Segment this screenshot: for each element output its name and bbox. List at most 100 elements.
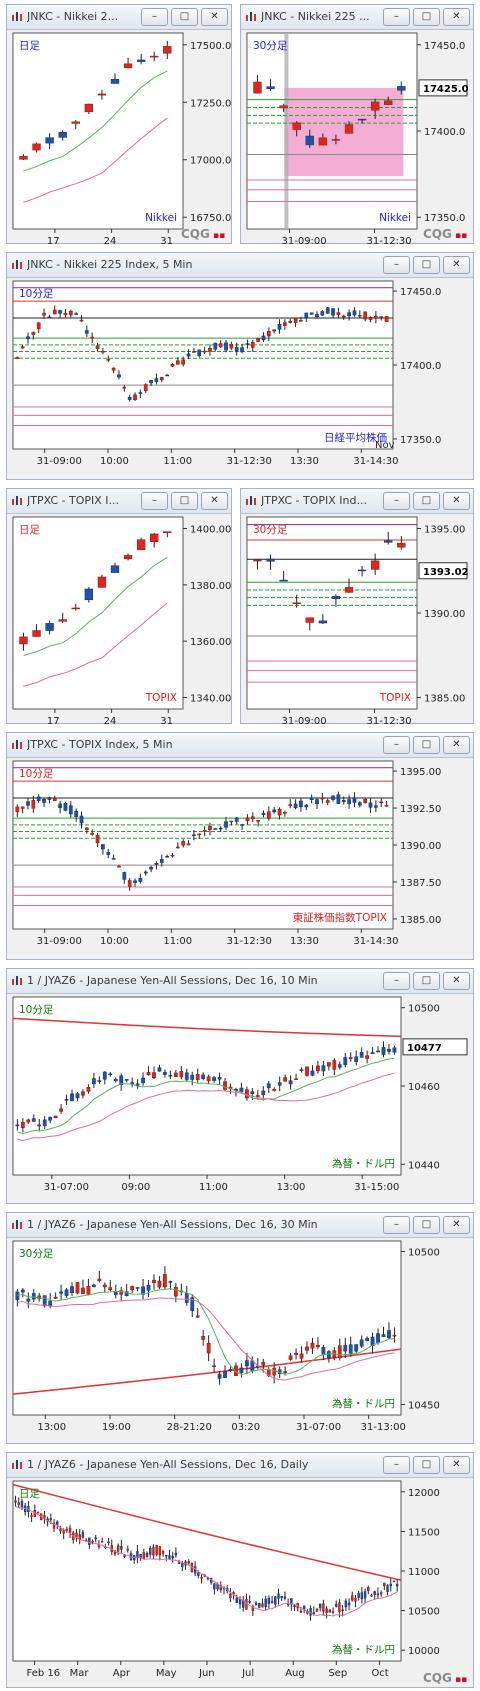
candle xyxy=(158,1546,162,1561)
chart-area[interactable]: 10500 10460 10440 10477 31-07:00 09:00 11:00 13… xyxy=(7,994,473,1204)
candle xyxy=(181,839,186,848)
candle xyxy=(107,1537,110,1546)
close-button[interactable]: ✕ xyxy=(443,972,470,990)
chart-window-w4[interactable]: JTPXC - TOPIX I... – □ ✕ 1400.00 1380.00 1360.… xyxy=(6,488,232,724)
candle xyxy=(267,1595,271,1609)
chart-window-w3[interactable]: JNKC - Nikkei 225 Index, 5 Min – □ ✕ 17450.0… xyxy=(6,252,474,480)
minimize-button[interactable]: – xyxy=(383,492,410,510)
chart-window-w1[interactable]: JNKC - Nikkei 2... – □ ✕ 17500.0 17250.0 17000… xyxy=(6,4,232,244)
candle xyxy=(218,340,223,349)
candle xyxy=(14,1495,17,1507)
candle xyxy=(142,1548,146,1560)
chart-window-w6[interactable]: JTPXC - TOPIX Index, 5 Min – □ ✕ 1395.00 1392… xyxy=(6,732,474,960)
title-bar[interactable]: JTPXC - TOPIX I... – □ ✕ xyxy=(7,489,231,514)
title-bar[interactable]: JNKC - Nikkei 225 Index, 5 Min – □ ✕ xyxy=(7,253,473,278)
chart-window-w7[interactable]: 1 / JYAZ6 - Japanese Yen-All Sessions, D… xyxy=(6,968,474,1204)
candle xyxy=(266,79,275,91)
candle xyxy=(123,57,133,69)
candle xyxy=(59,1104,63,1114)
restore-button[interactable]: □ xyxy=(413,492,440,510)
candle xyxy=(365,1050,370,1064)
chart-area[interactable]: 1395.00 1392.50 1390.00 1387.50 1385.00 31-09… xyxy=(7,758,473,960)
title-bar[interactable]: 1 / JYAZ6 - Japanese Yen-All Sessions, D… xyxy=(7,1453,473,1478)
close-button[interactable]: ✕ xyxy=(443,736,470,754)
chart-window-w5[interactable]: JTPXC - TOPIX Ind... – □ ✕ 1395.00 1390.00 138… xyxy=(240,488,474,724)
candle xyxy=(36,1511,40,1514)
title-bar[interactable]: 1 / JYAZ6 - Japanese Yen-All Sessions, D… xyxy=(7,969,473,994)
x-tick-label: 31-09:00 xyxy=(282,716,327,724)
close-button[interactable]: ✕ xyxy=(443,492,470,510)
candle xyxy=(138,389,143,399)
title-bar[interactable]: JNKC - Nikkei 225 ... – □ ✕ xyxy=(241,5,473,30)
restore-button[interactable]: □ xyxy=(413,8,440,26)
candle xyxy=(336,791,341,804)
restore-button[interactable]: □ xyxy=(171,492,198,510)
restore-button[interactable]: □ xyxy=(171,8,198,26)
x-tick-label: 11:00 xyxy=(163,936,192,947)
close-button[interactable]: ✕ xyxy=(443,256,470,274)
candle xyxy=(19,632,28,651)
chart-area[interactable]: 12000 11500 11000 10500 10000 Feb 16 Mar Apr May… xyxy=(7,1478,473,1688)
close-button[interactable]: ✕ xyxy=(201,492,228,510)
chart-area[interactable]: 1400.00 1380.00 1360.00 1340.00 17 24 31 日足 TOPI… xyxy=(7,514,231,724)
candle xyxy=(299,798,303,812)
y-tick-label: 10500 xyxy=(408,1004,440,1015)
minimize-button[interactable]: – xyxy=(383,256,410,274)
minimize-button[interactable]: – xyxy=(383,972,410,990)
candle xyxy=(136,1545,139,1563)
chart-icon xyxy=(12,1220,22,1229)
close-button[interactable]: ✕ xyxy=(443,8,470,26)
chart-area[interactable]: 17500.0 17250.0 17000.0 16750.0 17 24 31 日足 Nikk… xyxy=(7,30,231,244)
candle xyxy=(75,1091,80,1102)
close-button[interactable]: ✕ xyxy=(443,1456,470,1474)
candle xyxy=(341,1604,344,1617)
title-bar[interactable]: JTPXC - TOPIX Index, 5 Min – □ ✕ xyxy=(7,733,473,758)
x-tick-label: 31-07:00 xyxy=(44,1182,89,1193)
candle xyxy=(75,1282,80,1295)
y-tick-label: 17450.0 xyxy=(424,41,465,52)
chart-area[interactable]: 17450.0 17400.0 17350.0 17425.0 31-09:00 31-1… xyxy=(241,30,473,244)
x-tick-label: Feb 16 xyxy=(27,1668,61,1679)
chart-area[interactable]: 10500 10450 13:00 19:00 28-21:20 03:20 31-07:0… xyxy=(7,1238,473,1444)
title-bar[interactable]: JTPXC - TOPIX Ind... – □ ✕ xyxy=(241,489,473,514)
y-tick-label: 10450 xyxy=(408,1401,440,1412)
candle xyxy=(97,89,107,100)
candle xyxy=(299,1067,304,1073)
candle xyxy=(318,1603,322,1612)
title-bar[interactable]: 1 / JYAZ6 - Japanese Yen-All Sessions, D… xyxy=(7,1213,473,1238)
candle xyxy=(53,1115,58,1119)
close-button[interactable]: ✕ xyxy=(201,8,228,26)
instrument-label: Nikkei xyxy=(379,212,411,224)
candle xyxy=(68,1524,72,1539)
y-tick-label: 17400.0 xyxy=(400,361,441,372)
candle xyxy=(320,792,325,804)
minimize-button[interactable]: – xyxy=(383,736,410,754)
minimize-button[interactable]: – xyxy=(383,1216,410,1234)
chart-area[interactable]: 1395.00 1390.00 1385.00 1393.02 31-09:00 31-1… xyxy=(241,514,473,724)
candle xyxy=(32,142,41,153)
candle xyxy=(240,824,244,830)
candle xyxy=(133,878,137,887)
restore-button[interactable]: □ xyxy=(413,736,440,754)
restore-button[interactable]: □ xyxy=(413,1456,440,1474)
close-button[interactable]: ✕ xyxy=(443,1216,470,1234)
minimize-button[interactable]: – xyxy=(383,8,410,26)
candle xyxy=(277,1076,282,1092)
chart-window-w9[interactable]: 1 / JYAZ6 - Japanese Yen-All Sessions, D… xyxy=(6,1452,474,1688)
title-bar[interactable]: JNKC - Nikkei 2... – □ ✕ xyxy=(7,5,231,30)
candle xyxy=(322,1599,325,1616)
chart-area[interactable]: 17450.0 17400.0 17350.0 31-09:00 10:00 11:00 3… xyxy=(7,278,473,480)
candle xyxy=(331,795,335,802)
candle xyxy=(381,1041,386,1058)
minimize-button[interactable]: – xyxy=(141,8,168,26)
restore-button[interactable]: □ xyxy=(413,1216,440,1234)
x-tick-label: 13:00 xyxy=(37,1422,66,1433)
chart-window-w2[interactable]: JNKC - Nikkei 225 ... – □ ✕ 17450.0 17400.0 17… xyxy=(240,4,474,244)
minimize-button[interactable]: – xyxy=(383,1456,410,1474)
restore-button[interactable]: □ xyxy=(413,972,440,990)
candle xyxy=(70,1089,74,1102)
restore-button[interactable]: □ xyxy=(413,256,440,274)
chart-window-w8[interactable]: 1 / JYAZ6 - Japanese Yen-All Sessions, D… xyxy=(6,1212,474,1444)
candle xyxy=(370,553,380,575)
minimize-button[interactable]: – xyxy=(141,492,168,510)
